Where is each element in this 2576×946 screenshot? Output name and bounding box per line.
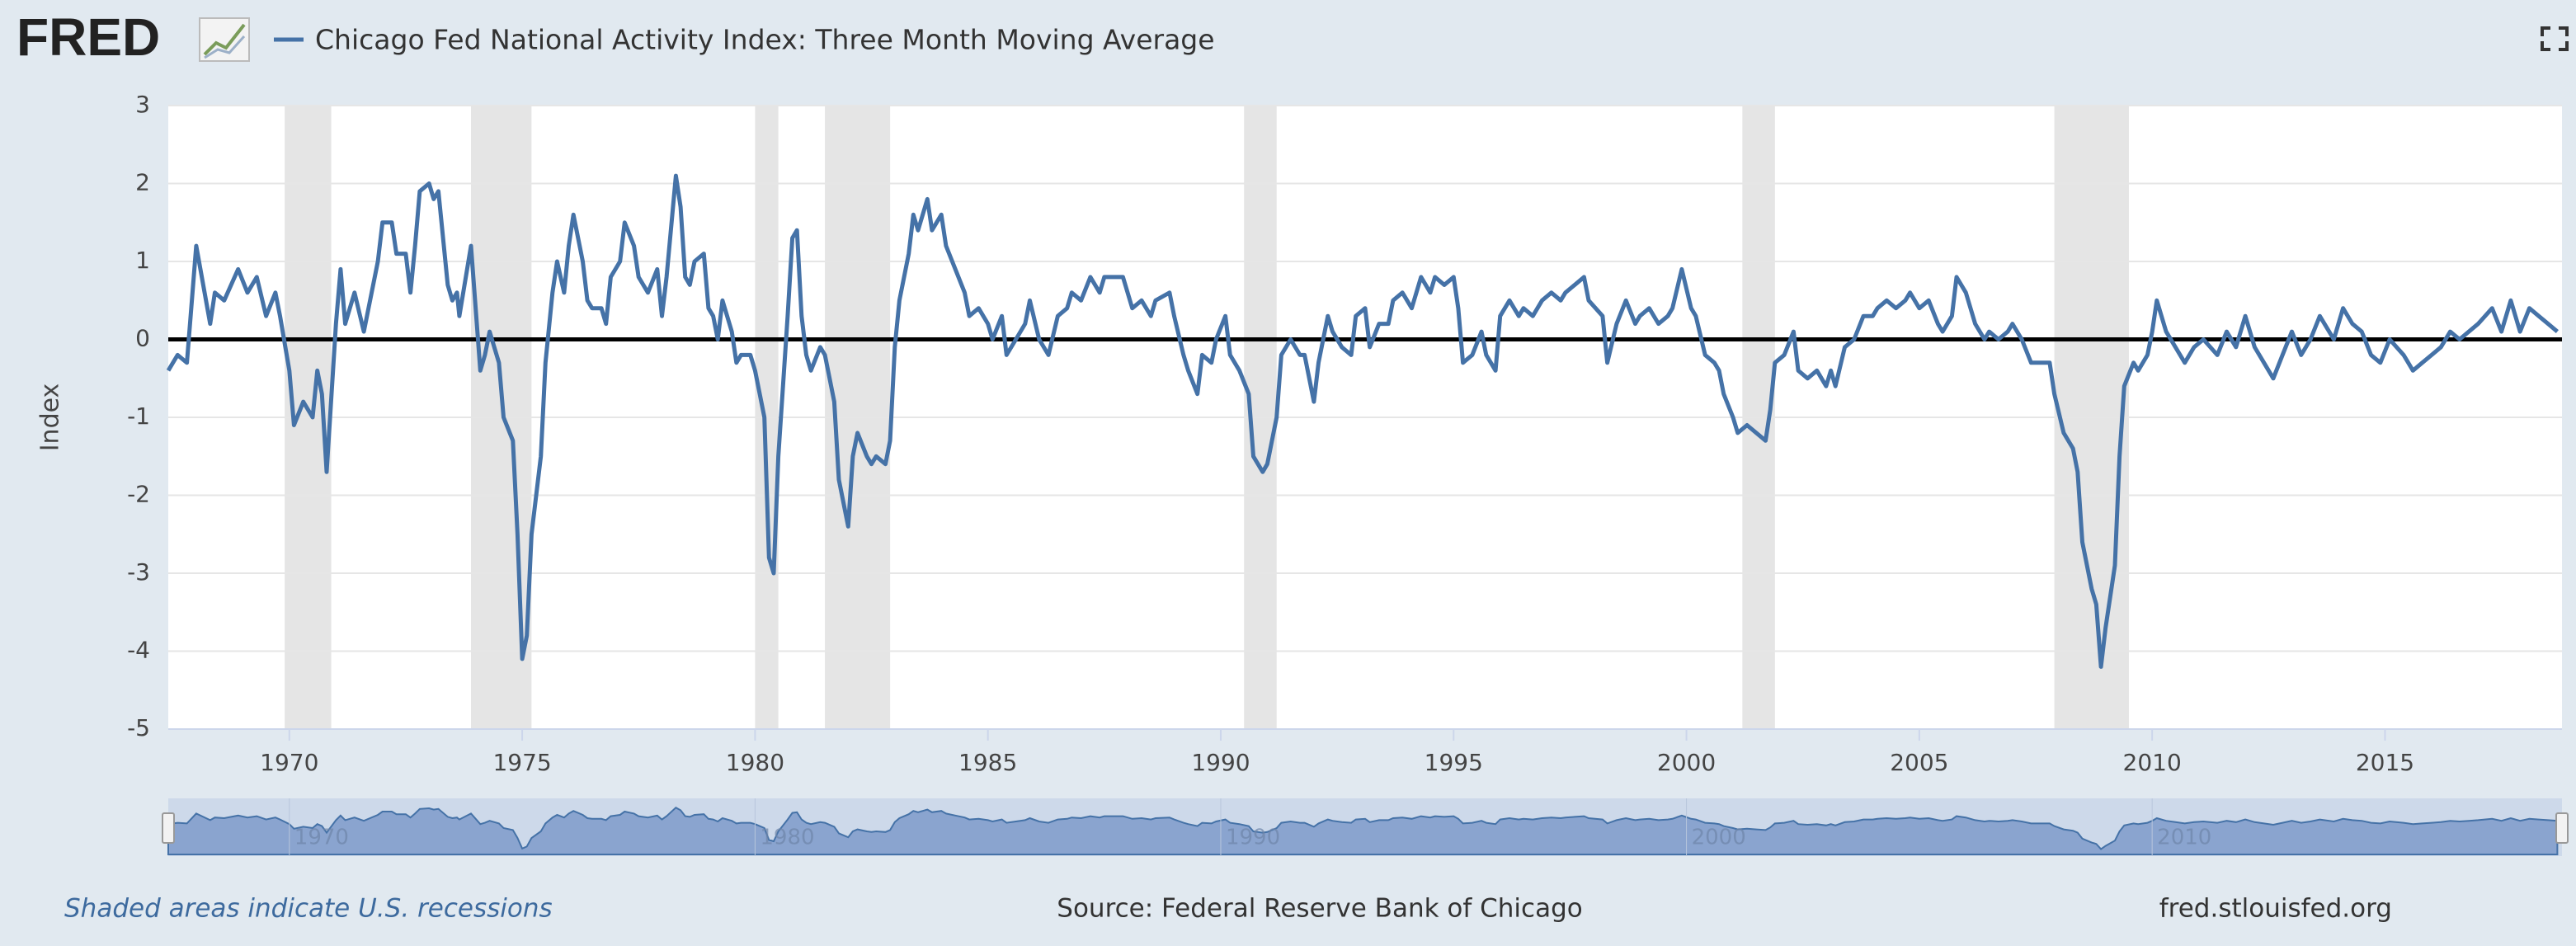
y-tick-label: 3 xyxy=(135,91,150,118)
y-tick-label: -4 xyxy=(127,637,150,664)
y-tick-label: -2 xyxy=(127,481,150,508)
x-tick-label: 2000 xyxy=(1657,749,1716,776)
logo-icon xyxy=(199,17,250,62)
x-tick-label: 1990 xyxy=(1191,749,1250,776)
navigator-handle[interactable] xyxy=(162,812,175,844)
navigator-tick-label: 1980 xyxy=(760,826,814,850)
navigator-tick-label: 2010 xyxy=(2157,826,2211,850)
navigator-tick-label: 2000 xyxy=(1692,826,1746,850)
fullscreen-corner[interactable] xyxy=(2541,26,2550,36)
x-tick-label: 2005 xyxy=(1890,749,1948,776)
source: Source: Federal Reserve Bank of Chicago xyxy=(1057,894,1582,924)
y-tick-label: 1 xyxy=(135,247,150,274)
y-tick-label: -1 xyxy=(127,402,150,430)
y-tick-label: 2 xyxy=(135,169,150,196)
y-tick-label: -5 xyxy=(127,714,150,741)
x-tick-label: 2010 xyxy=(2123,749,2182,776)
x-tick-label: 1980 xyxy=(726,749,784,776)
navigator-tick-label: 1970 xyxy=(294,826,349,850)
navigator-tick-label: 1990 xyxy=(1226,826,1280,850)
y-axis-label: Index xyxy=(36,384,65,452)
x-tick-label: 1995 xyxy=(1425,749,1483,776)
fullscreen-corner[interactable] xyxy=(2541,41,2550,51)
x-tick-label: 1975 xyxy=(492,749,551,776)
fullscreen-corner[interactable] xyxy=(2559,41,2569,51)
y-tick-label: 0 xyxy=(135,325,150,352)
navigator-area xyxy=(167,806,2559,855)
y-tick-label: -3 xyxy=(127,558,150,586)
logo-icon-line xyxy=(203,23,246,56)
x-tick-label: 1985 xyxy=(958,749,1017,776)
fullscreen-corner[interactable] xyxy=(2559,26,2569,36)
x-tick-label: 2015 xyxy=(2356,749,2414,776)
site-url: fred.stlouisfed.org xyxy=(2159,894,2392,924)
recession-note: Shaded areas indicate U.S. recessions xyxy=(64,894,553,924)
logo: FRED xyxy=(16,7,160,67)
x-tick-label: 1970 xyxy=(260,749,318,776)
legend-label: Chicago Fed National Activity Index: Thr… xyxy=(315,24,1215,56)
series-line xyxy=(166,173,2560,669)
fullscreen-icon[interactable] xyxy=(2541,26,2569,51)
navigator-handle[interactable] xyxy=(2555,812,2569,844)
logo-icon-line xyxy=(204,35,246,59)
